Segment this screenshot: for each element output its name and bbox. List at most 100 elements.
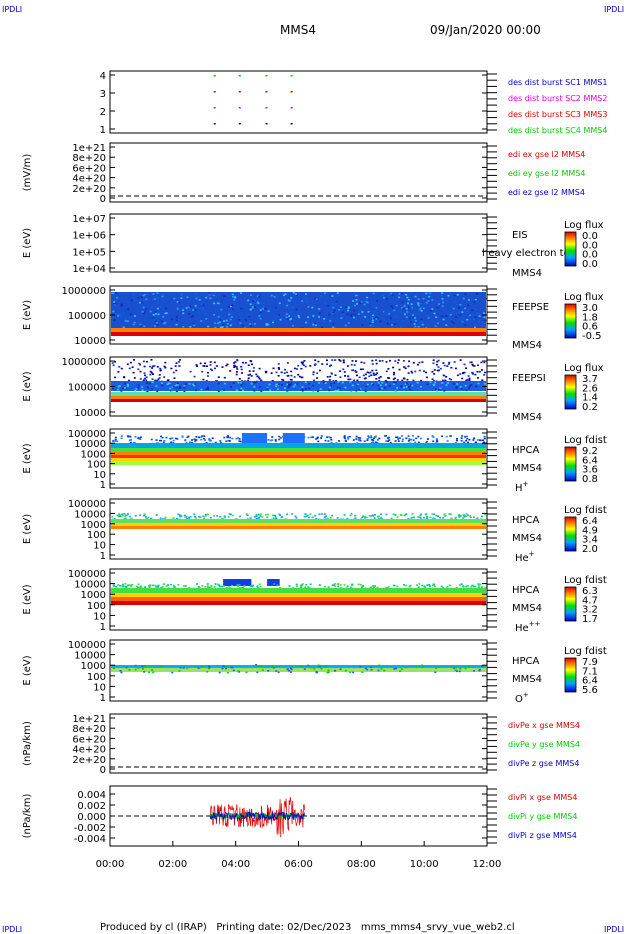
fdist-speckle <box>203 517 206 520</box>
flux-speckle <box>183 390 186 393</box>
fdist-speckle <box>197 667 200 669</box>
fdist-speckle <box>474 441 477 444</box>
y-tick-label: 1e+07 <box>72 214 106 225</box>
fdist-speckle <box>434 667 437 669</box>
fdist-speckle <box>370 436 373 439</box>
flux-speckle <box>229 318 232 321</box>
flux-speckle <box>394 390 397 392</box>
fdist-speckle <box>170 441 173 444</box>
fdist-speckle <box>401 438 404 441</box>
flux-speckle <box>294 383 297 386</box>
flux-dots <box>436 369 439 372</box>
flux-speckle <box>312 390 315 393</box>
flux-speckle <box>410 384 413 386</box>
flux-dots <box>369 371 372 374</box>
y-tick-label: 10000 <box>74 509 106 520</box>
fdist-speckle <box>324 665 327 668</box>
fdist-band-red <box>111 455 486 458</box>
fdist-speckle <box>354 514 357 517</box>
fdist-speckle <box>456 670 458 673</box>
flux-speckle <box>318 382 321 384</box>
fdist-speckle <box>198 515 200 518</box>
flux-dots <box>128 367 131 370</box>
flux-speckle <box>317 324 320 327</box>
fdist-speckle <box>307 436 310 439</box>
flux-speckle <box>150 388 153 390</box>
x-tick-label: 04:00 <box>221 859 250 870</box>
flux-dots <box>277 375 280 377</box>
colorbar-title: Log fdist <box>564 435 607 446</box>
fdist-speckle <box>264 513 267 516</box>
fdist-speckle <box>370 435 373 437</box>
flux-speckle <box>216 302 219 304</box>
fdist-speckle <box>188 441 191 443</box>
fdist-speckle <box>122 583 124 586</box>
fdist-speckle <box>448 513 451 515</box>
fdist-speckle <box>260 664 262 667</box>
fdist-speckle <box>405 437 408 440</box>
flux-speckle <box>161 382 164 384</box>
flux-speckle <box>151 316 154 319</box>
fdist-speckle <box>295 585 298 588</box>
flux-dots <box>290 370 293 373</box>
flux-speckle <box>478 320 481 322</box>
fdist-speckle <box>313 668 316 670</box>
flux-speckle <box>194 383 197 386</box>
flux-speckle <box>266 386 269 389</box>
flux-speckle <box>164 321 167 324</box>
y-tick-label: 1 <box>100 480 106 491</box>
flux-dots <box>368 372 371 374</box>
flux-speckle <box>188 383 191 385</box>
y-tick-label: 100000 <box>68 383 106 394</box>
flux-dots <box>446 365 449 367</box>
instrument-label: HPCA <box>512 515 540 526</box>
fdist-speckle <box>159 665 162 667</box>
fdist-speckle <box>201 435 204 437</box>
fdist-speckle <box>311 516 314 519</box>
fdist-speckle <box>396 585 399 588</box>
flux-speckle <box>388 292 391 295</box>
panel-frame <box>109 713 488 774</box>
fdist-speckle <box>460 440 463 442</box>
flux-speckle <box>122 326 125 329</box>
fdist-speckle <box>288 585 291 587</box>
fdist-speckle <box>338 440 341 442</box>
flux-dots <box>371 359 374 362</box>
flux-speckle <box>483 312 486 314</box>
fdist-speckle <box>210 585 213 588</box>
fdist-speckle <box>189 516 192 518</box>
fdist-speckle <box>278 513 281 516</box>
flux-speckle <box>251 305 254 308</box>
flux-speckle <box>470 384 473 386</box>
flux-speckle <box>296 383 299 386</box>
y-tick-label: 1000 <box>81 520 106 531</box>
flux-speckle <box>301 388 304 391</box>
fdist-speckle <box>175 517 178 520</box>
flux-speckle <box>339 387 342 389</box>
flux-speckle <box>361 311 364 313</box>
fdist-speckle <box>473 437 476 440</box>
flux-speckle <box>335 302 338 304</box>
flux-speckle <box>333 309 336 312</box>
flux-speckle <box>441 298 444 300</box>
flux-speckle <box>380 387 383 390</box>
legend-entry: edi ex gse l2 MMS4 <box>508 150 585 159</box>
flux-speckle <box>295 293 298 295</box>
flux-dots <box>313 364 316 366</box>
flux-speckle <box>117 388 120 391</box>
flux-speckle <box>324 382 327 384</box>
fdist-speckle <box>385 435 388 437</box>
flux-speckle <box>182 326 185 328</box>
colorbar-tick-label: 2.6 <box>582 383 598 394</box>
flux-speckle <box>410 321 413 323</box>
burst-mark <box>238 123 241 125</box>
colorbar-tick-label: 1.7 <box>582 614 598 625</box>
flux-speckle <box>253 390 256 393</box>
flux-dots <box>433 369 436 371</box>
fdist-speckle <box>483 437 486 440</box>
flux-dots <box>221 366 224 368</box>
flux-speckle <box>239 389 242 391</box>
flux-dots <box>329 364 332 367</box>
flux-speckle <box>301 300 304 302</box>
flux-speckle <box>232 382 235 384</box>
